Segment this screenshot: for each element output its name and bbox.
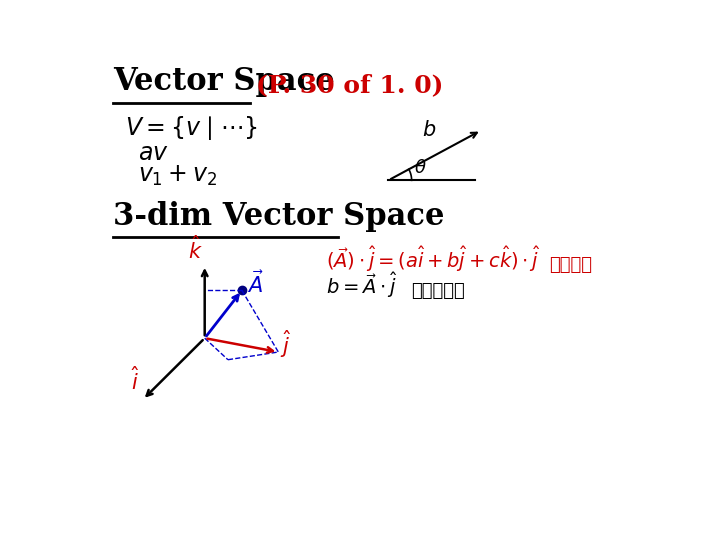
Text: $b = \vec{A}\cdot\hat{j}$: $b = \vec{A}\cdot\hat{j}$ <box>326 269 398 300</box>
Text: $(\vec{A})\cdot\hat{j} = (a\hat{i}+b\hat{j}+c\hat{k})\cdot\hat{j}$: $(\vec{A})\cdot\hat{j} = (a\hat{i}+b\hat… <box>326 244 541 274</box>
Text: 3-dim Vector Space: 3-dim Vector Space <box>113 201 445 232</box>
Text: $b$: $b$ <box>422 120 436 140</box>
Text: Vector Space: Vector Space <box>113 66 335 97</box>
Text: $\hat{k}$: $\hat{k}$ <box>188 236 202 264</box>
Text: $V = \{v\mid\cdots\}$: $V = \{v\mid\cdots\}$ <box>125 114 258 142</box>
Text: $\theta$: $\theta$ <box>414 159 427 177</box>
Text: （分析）: （分析） <box>412 282 465 300</box>
Text: （合成）: （合成） <box>549 256 592 274</box>
Text: $\hat{i}$: $\hat{i}$ <box>131 366 140 394</box>
Text: $\hat{j}$: $\hat{j}$ <box>280 328 291 360</box>
Text: $av$: $av$ <box>138 142 168 165</box>
Text: (P. 30 of 1. 0): (P. 30 of 1. 0) <box>256 73 444 97</box>
Text: $v_1 + v_2$: $v_1 + v_2$ <box>138 164 217 188</box>
Text: $\vec{A}$: $\vec{A}$ <box>246 270 264 296</box>
